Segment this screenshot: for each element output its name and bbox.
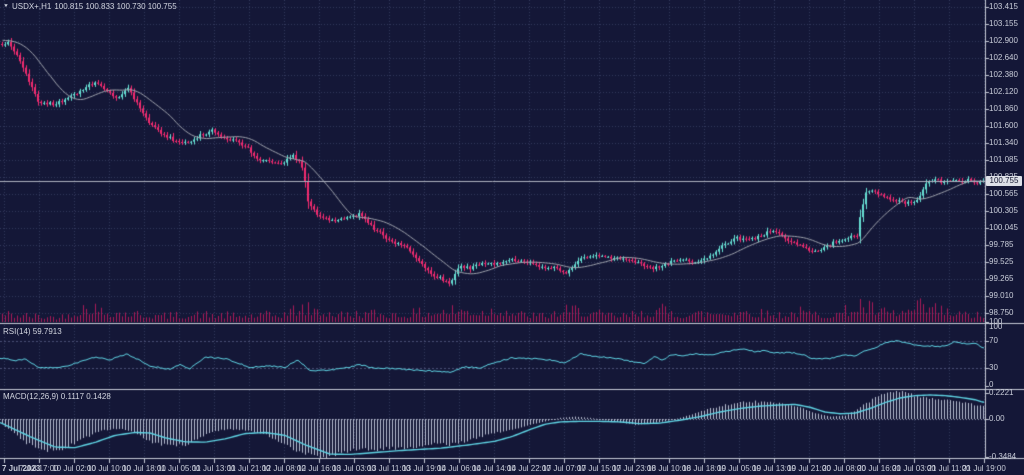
- time-axis-label: 19 Jul 21:00: [787, 464, 831, 473]
- price-axis-label: 99.265: [989, 274, 1014, 283]
- time-axis-label: 13 Jul 11:00: [367, 464, 411, 473]
- time-axis-label: 21 Jul 03:00: [892, 464, 936, 473]
- rsi-indicator-label: RSI(14) 59.7913: [3, 327, 62, 336]
- time-axis-label: 20 Jul 16:00: [857, 464, 901, 473]
- price-axis-label: 103.415: [989, 2, 1018, 11]
- macd-axis-label: 0.00: [989, 414, 1005, 423]
- time-axis-label: 21 Jul 19:00: [962, 464, 1006, 473]
- price-axis-label: 102.120: [989, 87, 1018, 96]
- time-axis-label: 13 Jul 03:00: [332, 464, 376, 473]
- time-axis-label: 17 Jul 15:00: [577, 464, 621, 473]
- chart-title: ▼ USDX+,H1 100.815 100.833 100.730 100.7…: [3, 2, 177, 11]
- macd-panel[interactable]: [0, 390, 985, 458]
- time-axis-label: 7 Jul 2023: [2, 464, 41, 473]
- price-axis-label: 101.340: [989, 138, 1018, 147]
- price-axis-label: 100.045: [989, 223, 1018, 232]
- time-axis-label: 20 Jul 08:00: [822, 464, 866, 473]
- macd-axis-label: 0.2221: [989, 388, 1014, 397]
- price-axis-label: 102.900: [989, 36, 1018, 45]
- time-axis-label: 21 Jul 11:00: [927, 464, 971, 473]
- time-axis-label: 19 Jul 13:00: [752, 464, 796, 473]
- price-axis-label: 98.750: [989, 308, 1014, 317]
- rsi-panel[interactable]: [0, 325, 985, 388]
- rsi-axis-label: 30: [989, 363, 998, 372]
- price-axis-label: 102.380: [989, 70, 1018, 79]
- time-axis-label: 18 Jul 10:00: [647, 464, 691, 473]
- time-axis-label: 14 Jul 06:00: [437, 464, 481, 473]
- price-axis-label: 100.565: [989, 189, 1018, 198]
- time-axis-label: 12 Jul 08:00: [262, 464, 306, 473]
- price-axis-label: 102.640: [989, 53, 1018, 62]
- chart-ohlc-values: 100.815 100.833 100.730 100.755: [54, 2, 177, 11]
- time-axis-label: 13 Jul 19:00: [402, 464, 446, 473]
- price-axis-label: 101.860: [989, 104, 1018, 113]
- macd-indicator-text: MACD(12,26,9) 0.1117 0.1428: [3, 392, 111, 401]
- time-axis-label: 7 Jul 17:00: [19, 464, 59, 473]
- time-axis-label: 11 Jul 13:00: [192, 464, 236, 473]
- time-axis-label: 19 Jul 05:00: [717, 464, 761, 473]
- current-price-tag: 100.755: [986, 176, 1022, 186]
- time-axis-label: 14 Jul 14:00: [472, 464, 516, 473]
- time-axis-label: 17 Jul 23:00: [612, 464, 656, 473]
- macd-indicator-label: MACD(12,26,9) 0.1117 0.1428: [3, 392, 111, 401]
- rsi-axis-label: 70: [989, 336, 998, 345]
- time-axis-label: 18 Jul 18:00: [682, 464, 726, 473]
- price-axis-label: 99.010: [989, 291, 1014, 300]
- time-axis-label: 14 Jul 22:00: [507, 464, 551, 473]
- rsi-axis-label: 100: [989, 322, 1003, 331]
- time-axis-label: 10 Jul 02:00: [52, 464, 96, 473]
- chart-symbol-label: USDX+,H1: [11, 2, 52, 11]
- price-axis-label: 100.305: [989, 206, 1018, 215]
- price-axis-label: 99.785: [989, 240, 1014, 249]
- chart-dropdown-icon[interactable]: ▼: [3, 3, 9, 9]
- main-chart-panel[interactable]: [0, 0, 985, 323]
- price-axis-label: 101.085: [989, 155, 1018, 164]
- price-axis-label: 103.155: [989, 19, 1018, 28]
- rsi-axis-label: 0: [989, 380, 994, 389]
- time-axis-label: 11 Jul 05:00: [157, 464, 201, 473]
- time-axis-label: 10 Jul 18:00: [122, 464, 166, 473]
- rsi-indicator-text: RSI(14) 59.7913: [3, 327, 62, 336]
- time-axis-label: 11 Jul 21:00: [227, 464, 271, 473]
- price-axis-label: 101.600: [989, 121, 1018, 130]
- time-axis-label: 17 Jul 07:00: [542, 464, 586, 473]
- time-axis-label: 10 Jul 10:00: [87, 464, 131, 473]
- volume-axis-label: 100: [989, 317, 1003, 326]
- price-axis-label: 99.525: [989, 257, 1014, 266]
- macd-axis-label: -0.3484: [989, 452, 1017, 461]
- time-axis-label: 12 Jul 16:00: [297, 464, 341, 473]
